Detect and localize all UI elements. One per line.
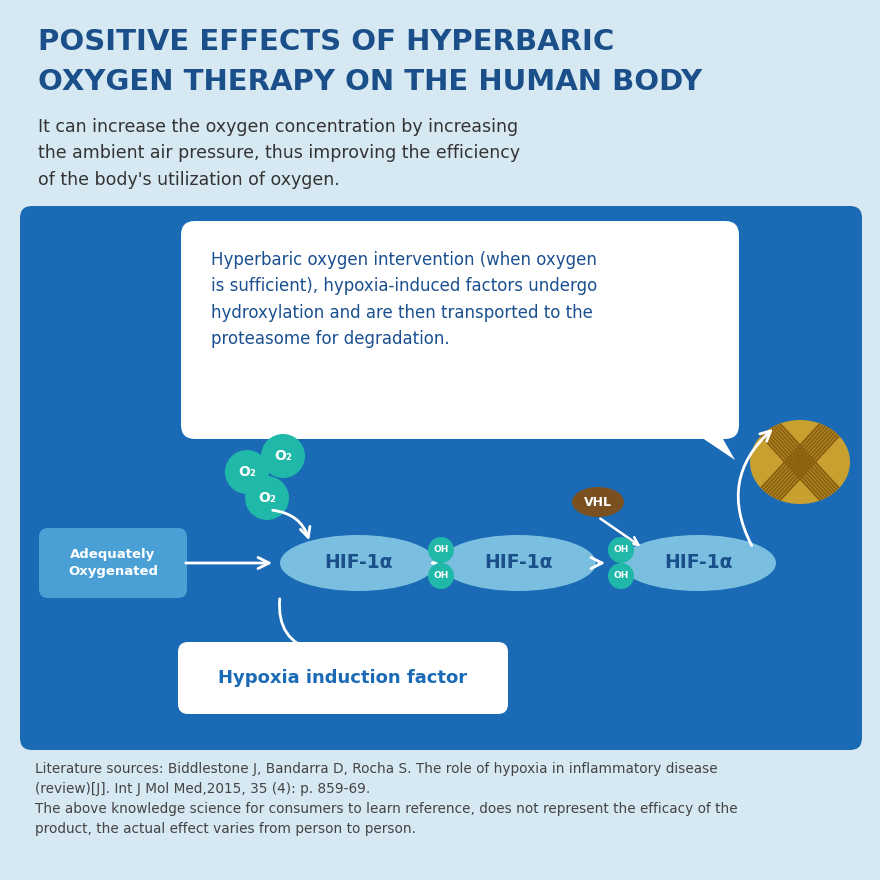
FancyBboxPatch shape [178, 642, 508, 714]
Text: O₂: O₂ [274, 449, 292, 463]
Text: O₂: O₂ [258, 491, 276, 505]
Text: HIF-1α: HIF-1α [664, 554, 732, 573]
Circle shape [428, 563, 454, 589]
Ellipse shape [280, 535, 436, 591]
Text: Literature sources: Biddlestone J, Bandarra D, Rocha S. The role of hypoxia in i: Literature sources: Biddlestone J, Banda… [35, 762, 737, 836]
Circle shape [608, 563, 634, 589]
Text: O₂: O₂ [238, 465, 256, 479]
Ellipse shape [620, 535, 776, 591]
Text: VHL: VHL [584, 495, 612, 509]
Text: OXYGEN THERAPY ON THE HUMAN BODY: OXYGEN THERAPY ON THE HUMAN BODY [38, 68, 702, 96]
Text: OH: OH [433, 571, 449, 581]
Text: HIF-1α: HIF-1α [324, 554, 392, 573]
Polygon shape [680, 423, 735, 460]
Text: Hyperbaric oxygen intervention (when oxygen
is sufficient), hypoxia-induced fact: Hyperbaric oxygen intervention (when oxy… [211, 251, 598, 348]
Ellipse shape [440, 535, 596, 591]
Text: It can increase the oxygen concentration by increasing
the ambient air pressure,: It can increase the oxygen concentration… [38, 118, 520, 189]
Text: Hypoxia induction factor: Hypoxia induction factor [218, 669, 467, 687]
Circle shape [608, 537, 634, 563]
Text: OH: OH [613, 571, 628, 581]
Text: HIF-1α: HIF-1α [484, 554, 553, 573]
Text: POSITIVE EFFECTS OF HYPERBARIC: POSITIVE EFFECTS OF HYPERBARIC [38, 28, 614, 56]
FancyBboxPatch shape [20, 206, 862, 750]
FancyBboxPatch shape [181, 221, 739, 439]
Circle shape [261, 434, 305, 478]
Ellipse shape [572, 487, 624, 517]
FancyBboxPatch shape [39, 528, 187, 598]
Text: OH: OH [433, 546, 449, 554]
Circle shape [225, 450, 269, 494]
Circle shape [428, 537, 454, 563]
Ellipse shape [750, 420, 850, 504]
Circle shape [245, 476, 289, 520]
Text: Adequately
Oxygenated: Adequately Oxygenated [68, 548, 158, 578]
Text: OH: OH [613, 546, 628, 554]
